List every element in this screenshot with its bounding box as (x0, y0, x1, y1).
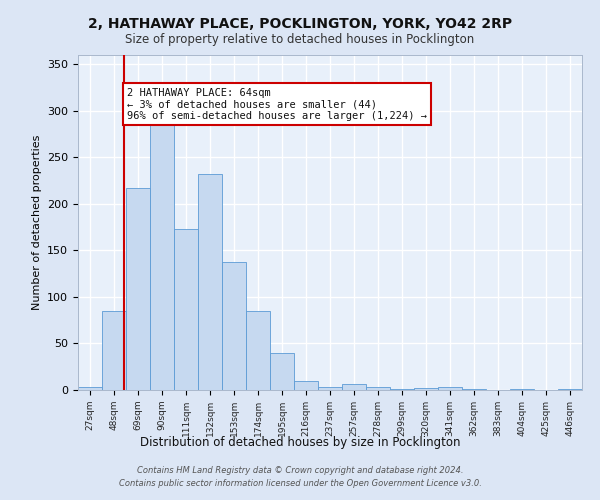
Text: Contains HM Land Registry data © Crown copyright and database right 2024.
Contai: Contains HM Land Registry data © Crown c… (119, 466, 481, 487)
Y-axis label: Number of detached properties: Number of detached properties (32, 135, 41, 310)
Bar (510, 389, 534, 390)
Bar (246, 311, 270, 390)
Bar (174, 229, 198, 390)
Bar (270, 353, 294, 390)
Text: 2, HATHAWAY PLACE, POCKLINGTON, YORK, YO42 2RP: 2, HATHAWAY PLACE, POCKLINGTON, YORK, YO… (88, 18, 512, 32)
Bar (366, 387, 390, 390)
Bar (78, 387, 102, 390)
Bar (558, 389, 582, 390)
Text: Distribution of detached houses by size in Pocklington: Distribution of detached houses by size … (140, 436, 460, 449)
Bar (294, 380, 318, 390)
Bar (414, 388, 438, 390)
Text: Size of property relative to detached houses in Pocklington: Size of property relative to detached ho… (125, 32, 475, 46)
Bar (462, 389, 486, 390)
Bar (438, 387, 462, 390)
Bar (102, 311, 126, 390)
Bar (126, 188, 150, 390)
Bar (198, 174, 222, 390)
Bar (342, 384, 366, 390)
Bar (150, 125, 174, 390)
Text: 2 HATHAWAY PLACE: 64sqm
← 3% of detached houses are smaller (44)
96% of semi-det: 2 HATHAWAY PLACE: 64sqm ← 3% of detached… (127, 88, 427, 121)
Bar (318, 387, 342, 390)
Bar (390, 389, 414, 390)
Bar (222, 262, 246, 390)
